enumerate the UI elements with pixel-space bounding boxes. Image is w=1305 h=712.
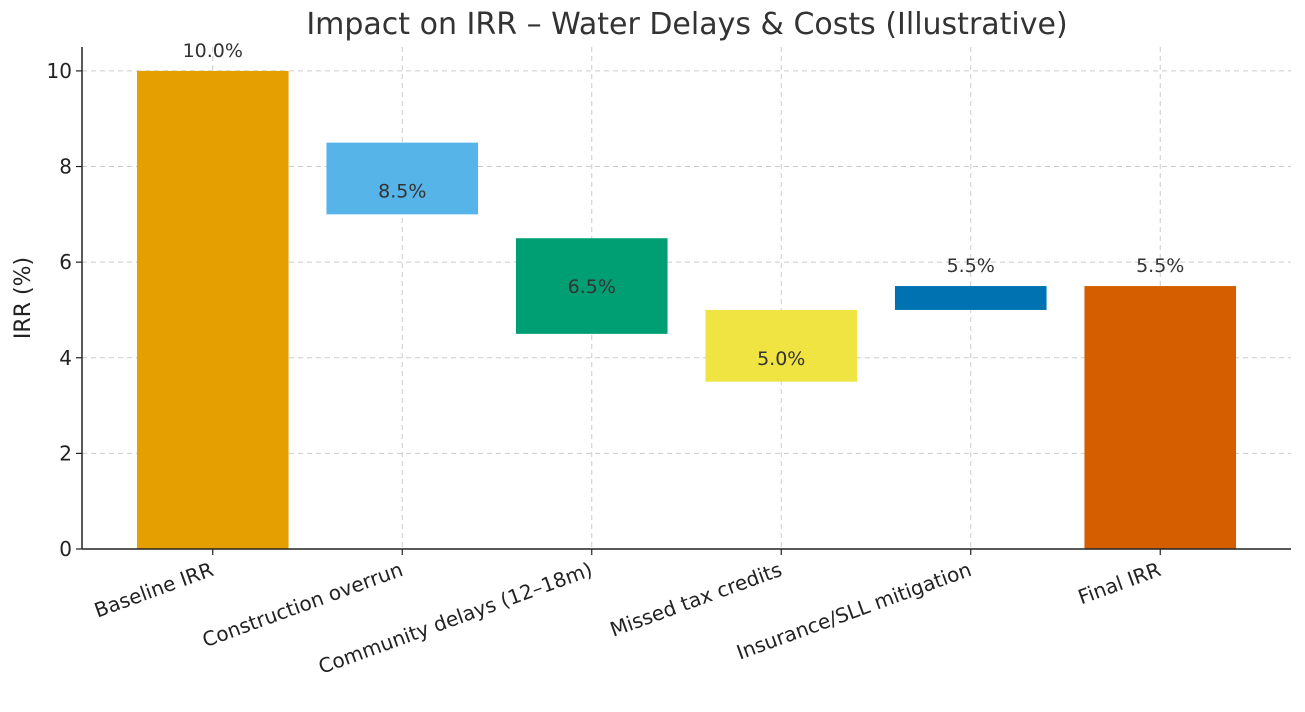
- bar-3: [705, 309, 858, 382]
- y-tick-label: 4: [59, 346, 72, 370]
- data-label: 5.5%: [1136, 255, 1184, 277]
- y-axis-label: IRR (%): [11, 257, 36, 339]
- bar-5: [1084, 286, 1237, 549]
- bar-4: [894, 286, 1047, 310]
- y-tick-label: 10: [47, 59, 72, 83]
- data-label: 5.0%: [757, 348, 805, 370]
- y-tick-label: 0: [59, 537, 72, 561]
- y-tick-label: 8: [59, 155, 72, 179]
- y-tick-label: 2: [59, 441, 72, 465]
- data-label: 10.0%: [183, 40, 243, 62]
- data-label: 5.5%: [947, 255, 995, 277]
- bar-0: [136, 70, 289, 550]
- bar-1: [326, 142, 479, 215]
- y-tick-label: 6: [59, 250, 72, 274]
- bar-2: [515, 238, 668, 334]
- chart-title: Impact on IRR – Water Delays & Costs (Il…: [306, 7, 1067, 42]
- data-label: 8.5%: [378, 180, 426, 202]
- data-label: 6.5%: [568, 276, 616, 298]
- x-tick-label: Baseline IRR: [91, 557, 217, 622]
- x-tick-label: Missed tax credits: [607, 557, 785, 641]
- x-tick-label: Final IRR: [1075, 557, 1164, 609]
